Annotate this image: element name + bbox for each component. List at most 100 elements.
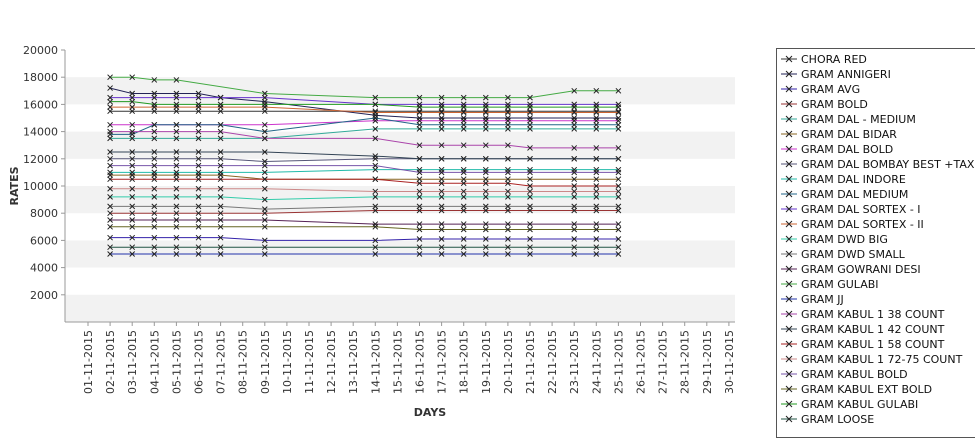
- legend-label: GRAM KABUL 1 72-75 COUNT: [801, 353, 963, 366]
- data-point: [438, 94, 445, 101]
- legend-label: GRAM ANNIGERI: [801, 68, 891, 81]
- data-point: [527, 221, 533, 227]
- legend-swatch: [781, 400, 797, 408]
- data-point: [571, 244, 578, 251]
- x-tick-label: 16-11-2015: [414, 330, 427, 394]
- x-tick-label: 23-11-2015: [568, 330, 581, 394]
- data-point: [527, 183, 533, 189]
- data-point: [527, 117, 533, 124]
- data-point: [151, 121, 158, 128]
- legend-label: GRAM KABUL 1 42 COUNT: [801, 323, 945, 336]
- data-point: [460, 117, 467, 124]
- data-point: [438, 104, 445, 110]
- data-point: [151, 155, 158, 162]
- legend-swatch: [781, 175, 797, 183]
- data-point: [195, 223, 202, 230]
- series-gram-dwd-big: [107, 194, 622, 203]
- data-point: [195, 210, 202, 217]
- data-point: [151, 108, 158, 115]
- data-point: [571, 145, 578, 151]
- data-point: [460, 188, 467, 195]
- data-point: [372, 115, 379, 121]
- data-point: [173, 223, 180, 230]
- data-point: [438, 244, 445, 251]
- data-point: [195, 149, 202, 155]
- data-point: [129, 244, 136, 251]
- data-point: [505, 226, 511, 233]
- data-point: [173, 101, 180, 108]
- data-point: [195, 169, 202, 176]
- data-point: [217, 210, 224, 217]
- data-point: [615, 183, 622, 189]
- legend-label: CHORA RED: [801, 53, 867, 66]
- x-tick-label: 21-11-2015: [524, 330, 537, 394]
- y-tick-label: 10000: [23, 180, 58, 193]
- data-point: [438, 236, 445, 242]
- data-point: [527, 251, 533, 257]
- data-point: [527, 155, 533, 162]
- data-point: [482, 104, 489, 110]
- legend-item: GRAM LOOSE: [777, 412, 975, 427]
- data-point: [195, 162, 202, 169]
- x-tick-label: 25-11-2015: [612, 330, 625, 394]
- legend-item: GRAM DAL BOMBAY BEST +TAX: [777, 157, 975, 172]
- legend-swatch-marker: [785, 400, 793, 408]
- legend-label: GRAM GOWRANI DESI: [801, 263, 921, 276]
- data-point: [195, 128, 202, 135]
- legend-item: GRAM DAL MEDIUM: [777, 187, 975, 202]
- x-tick-label: 29-11-2015: [701, 330, 714, 394]
- data-point: [482, 226, 489, 233]
- data-point: [482, 203, 489, 210]
- data-point: [416, 221, 423, 227]
- data-point: [438, 221, 445, 227]
- x-tick-label: 12-11-2015: [325, 330, 338, 394]
- legend-swatch-marker: [785, 355, 793, 363]
- data-point: [173, 203, 180, 210]
- legend-label: GRAM AVG: [801, 83, 861, 96]
- data-point: [438, 142, 445, 149]
- data-point: [571, 221, 578, 227]
- data-point: [505, 117, 511, 124]
- data-point: [217, 149, 224, 155]
- data-point: [173, 244, 180, 251]
- data-point: [151, 149, 158, 155]
- data-point: [416, 169, 423, 176]
- data-point: [615, 194, 622, 200]
- data-point: [195, 121, 202, 128]
- legend-swatch-marker: [785, 415, 793, 423]
- data-point: [527, 94, 533, 101]
- data-point: [416, 117, 423, 124]
- data-point: [438, 155, 445, 162]
- data-point: [372, 153, 379, 159]
- data-point: [129, 121, 136, 128]
- data-point: [151, 135, 158, 142]
- data-point: [438, 188, 445, 195]
- data-point: [505, 94, 511, 101]
- data-point: [438, 117, 445, 124]
- data-point: [527, 145, 533, 151]
- legend-swatch-marker: [785, 265, 793, 273]
- data-point: [593, 155, 600, 162]
- data-point: [482, 121, 489, 128]
- data-point: [107, 203, 113, 210]
- data-point: [460, 203, 467, 210]
- data-point: [261, 185, 268, 192]
- data-point: [416, 121, 423, 128]
- data-point: [129, 203, 136, 210]
- legend-label: GRAM JJ: [801, 293, 844, 306]
- y-tick-label: 2000: [30, 289, 58, 302]
- data-point: [571, 207, 578, 214]
- data-point: [527, 244, 533, 251]
- data-point: [107, 223, 113, 230]
- data-point: [372, 207, 379, 214]
- legend-item: GRAM DAL INDORE: [777, 172, 975, 187]
- data-point: [195, 90, 202, 97]
- data-point: [527, 236, 533, 242]
- data-point: [505, 203, 511, 210]
- data-point: [593, 226, 600, 233]
- data-point: [372, 251, 379, 257]
- legend-label: GRAM DAL SORTEX - I: [801, 203, 921, 216]
- data-point: [217, 244, 224, 251]
- data-point: [571, 188, 578, 195]
- data-point: [173, 90, 180, 97]
